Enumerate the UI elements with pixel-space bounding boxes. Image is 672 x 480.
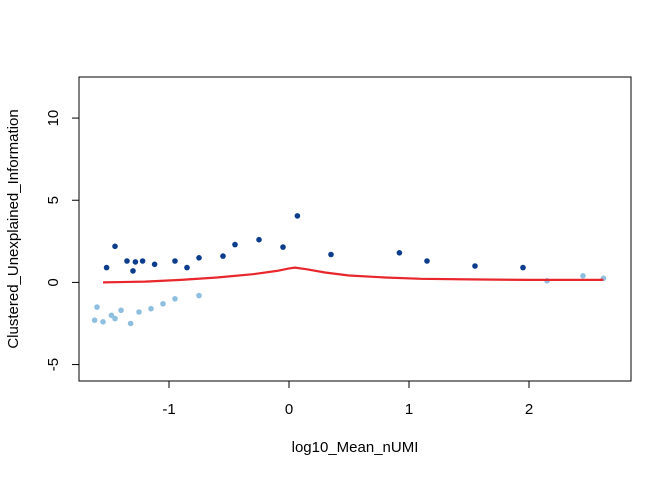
y-tick-label: 5	[45, 196, 62, 204]
data-point-dark	[196, 254, 202, 261]
data-point-light	[160, 301, 166, 307]
data-point-dark	[280, 244, 286, 250]
x-axis: -1 0 1 2	[162, 380, 533, 418]
data-point-light	[112, 315, 118, 322]
y-axis: -5 0 5 10	[45, 110, 80, 371]
data-point-dark	[184, 264, 190, 271]
x-tick-label: 2	[525, 401, 533, 418]
data-point-dark	[256, 236, 262, 243]
data-point-dark	[103, 264, 110, 271]
data-point-light	[148, 305, 154, 312]
data-point-dark	[130, 268, 136, 274]
data-point-light	[580, 273, 586, 279]
data-point-dark	[172, 258, 178, 264]
data-point-dark	[328, 251, 334, 258]
y-axis-title: Clustered_Unexplained_Information	[5, 109, 22, 348]
data-point-dark	[112, 243, 118, 250]
data-point-dark	[396, 250, 403, 256]
data-point-dark	[124, 258, 130, 264]
data-point-light	[91, 317, 98, 324]
y-tick-label: -5	[45, 358, 62, 371]
fit-line	[102, 266, 604, 284]
data-point-light	[94, 304, 100, 310]
points-layer	[91, 213, 607, 327]
data-point-dark	[520, 264, 526, 271]
data-point-light	[118, 307, 124, 314]
y-tick-label: 10	[45, 110, 62, 127]
data-point-dark	[151, 261, 158, 268]
data-point-light	[172, 296, 178, 302]
x-tick-label: 0	[285, 401, 293, 418]
data-point-light	[108, 312, 115, 319]
data-point-dark	[472, 263, 478, 269]
data-point-light	[136, 309, 142, 315]
x-tick-label: 1	[405, 401, 413, 418]
data-point-light	[127, 320, 134, 327]
data-point-dark	[232, 241, 238, 248]
data-point-light	[100, 319, 106, 325]
fit-line-layer	[102, 266, 604, 284]
data-point-dark	[132, 259, 139, 265]
x-axis-title: log10_Mean_nUMI	[292, 439, 419, 456]
data-point-dark	[139, 258, 146, 264]
x-tick-label: -1	[162, 401, 175, 418]
data-point-dark	[220, 253, 226, 259]
data-point-light	[196, 292, 202, 299]
data-point-dark	[294, 213, 301, 219]
data-point-dark	[424, 258, 430, 264]
y-tick-label: 0	[45, 278, 62, 286]
